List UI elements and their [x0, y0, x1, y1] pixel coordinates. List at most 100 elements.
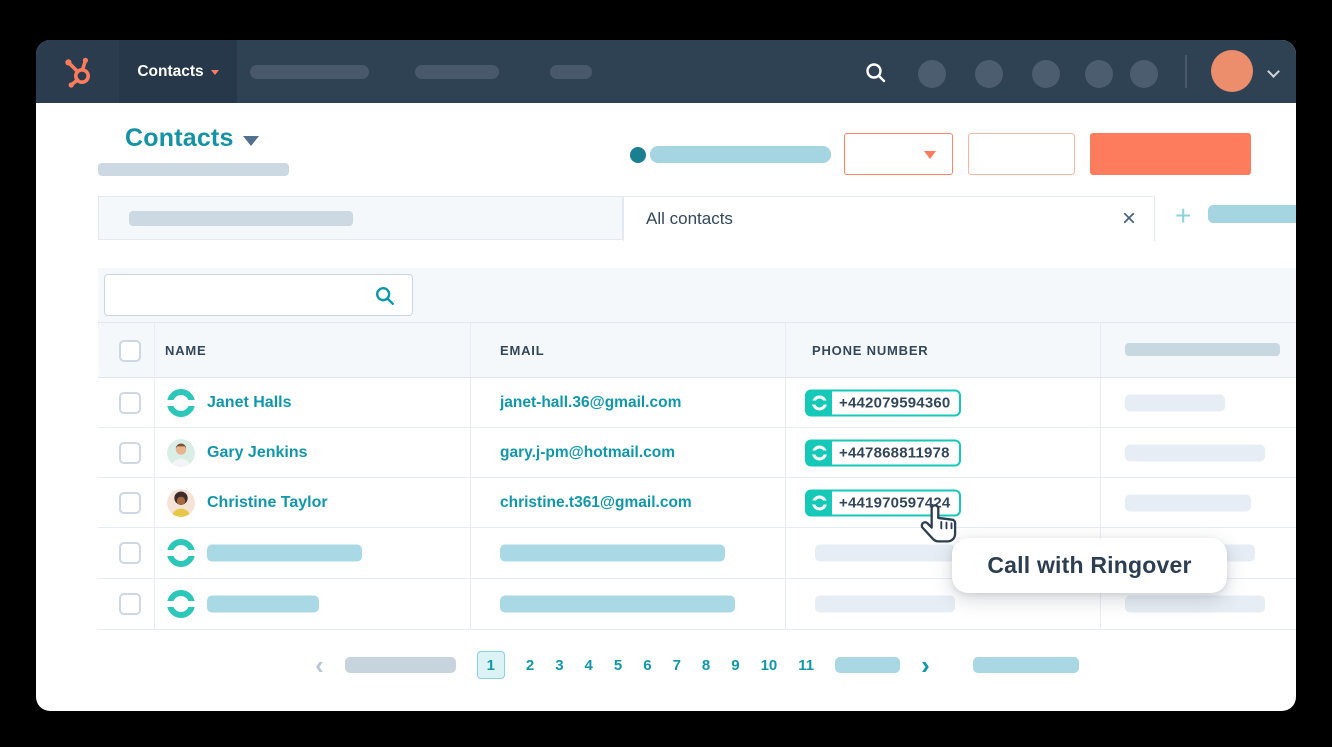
ringover-icon [807, 391, 832, 414]
pagination-placeholder [972, 657, 1079, 673]
table-row: Christine Taylor christine.t361@gmail.co… [98, 478, 1296, 528]
nav-item-placeholder[interactable] [550, 65, 592, 79]
ringover-contact-icon [167, 539, 195, 567]
call-tooltip-label: Call with Ringover [987, 552, 1192, 578]
nav-tool-icon[interactable] [975, 60, 1003, 88]
prev-page-icon[interactable]: ‹ [315, 650, 324, 680]
tab-placeholder-bar [129, 211, 353, 226]
account-chevron-down-icon[interactable] [1267, 65, 1280, 78]
search-icon [376, 287, 394, 305]
hubspot-logo-icon [65, 57, 90, 88]
chevron-down-icon [210, 70, 219, 75]
tab-label: All contacts [646, 209, 733, 228]
contact-email-link[interactable]: gary.j-pm@hotmail.com [500, 443, 676, 461]
row-checkbox[interactable] [119, 542, 141, 564]
select-all-checkbox[interactable] [119, 340, 141, 362]
next-label-placeholder [835, 657, 901, 673]
row-checkbox[interactable] [119, 491, 141, 514]
column-header-email[interactable]: EMAIL [500, 343, 545, 358]
contact-avatar [167, 488, 195, 517]
tab-placeholder[interactable] [98, 196, 623, 240]
search-icon[interactable] [864, 61, 888, 90]
nav-item-placeholder[interactable] [415, 65, 499, 79]
nav-tool-icon[interactable] [1130, 60, 1158, 88]
pagination: ‹ 1 2 3 4 5 6 7 8 9 10 11 › [98, 651, 1296, 679]
contact-avatar [167, 438, 195, 467]
phone-number: +447868811978 [839, 444, 950, 461]
prev-label-placeholder [344, 657, 456, 673]
user-avatar[interactable] [1211, 50, 1253, 92]
table-toolbar [98, 268, 1296, 322]
ringover-icon [807, 441, 832, 464]
cell-placeholder [1125, 394, 1225, 411]
row-checkbox[interactable] [119, 391, 141, 414]
secondary-button[interactable] [968, 133, 1075, 175]
ringover-call-chip[interactable]: +447868811978 [805, 439, 961, 466]
page-button[interactable]: 2 [525, 656, 535, 674]
top-nav: Contacts [36, 40, 1296, 103]
cell-placeholder [1125, 494, 1251, 511]
contact-email-link[interactable]: janet-hall.36@gmail.com [500, 393, 682, 411]
nav-item-placeholder[interactable] [250, 65, 369, 79]
page-button-active[interactable]: 1 [476, 651, 505, 679]
page-button[interactable]: 10 [760, 656, 778, 674]
cell-placeholder [500, 595, 735, 613]
cell-placeholder [500, 544, 725, 562]
row-checkbox[interactable] [119, 441, 141, 464]
status-dot [630, 147, 646, 163]
nav-tool-icon[interactable] [1085, 60, 1113, 88]
header-placeholder-bar [650, 146, 831, 163]
tab-all-contacts[interactable]: All contacts × [623, 196, 1155, 241]
ringover-contact-icon [167, 590, 195, 618]
add-view-icon[interactable]: + [1175, 200, 1192, 231]
close-icon[interactable]: × [1121, 205, 1136, 232]
page-button[interactable]: 8 [701, 656, 711, 674]
nav-tool-icon[interactable] [918, 60, 946, 88]
cell-placeholder [207, 595, 319, 613]
nav-item-contacts[interactable]: Contacts [119, 40, 237, 103]
column-header-name[interactable]: NAME [165, 343, 207, 358]
cell-placeholder [207, 544, 362, 562]
hubspot-logo-block[interactable] [36, 40, 119, 103]
search-input[interactable] [115, 277, 365, 313]
page-button[interactable]: 5 [613, 656, 623, 674]
create-contact-button[interactable] [1090, 133, 1251, 175]
ringover-contact-icon [167, 388, 195, 417]
contacts-table: NAME EMAIL PHONE NUMBER Janet Halls jane… [98, 268, 1296, 711]
add-view-placeholder-bar [1208, 205, 1296, 223]
page-button[interactable]: 9 [731, 656, 740, 674]
row-checkbox[interactable] [119, 593, 141, 615]
phone-number: +441970597424 [839, 494, 951, 511]
table-row: Janet Halls janet-hall.36@gmail.com +442… [98, 378, 1296, 428]
contact-email-link[interactable]: christine.t361@gmail.com [500, 493, 692, 511]
cell-placeholder [815, 595, 955, 613]
cell-placeholder [815, 544, 955, 562]
page-button[interactable]: 7 [672, 656, 681, 674]
nav-item-label: Contacts [137, 62, 204, 80]
page-title[interactable]: Contacts [125, 124, 234, 152]
cell-placeholder [1125, 444, 1265, 461]
table-header-row: NAME EMAIL PHONE NUMBER [98, 322, 1296, 378]
nav-tool-icon[interactable] [1032, 60, 1060, 88]
page-button[interactable]: 3 [555, 656, 564, 674]
page-button[interactable]: 6 [643, 656, 652, 674]
call-tooltip: Call with Ringover [952, 538, 1227, 593]
page-button[interactable]: 11 [798, 656, 815, 674]
record-count-placeholder [98, 163, 289, 176]
page-title-dropdown-icon[interactable] [243, 136, 259, 146]
contact-name-link[interactable]: Christine Taylor [207, 493, 328, 511]
table-row: Gary Jenkins gary.j-pm@hotmail.com +4478… [98, 428, 1296, 478]
table-search-box[interactable] [104, 274, 413, 316]
next-page-icon[interactable]: › [921, 650, 930, 680]
ringover-call-chip[interactable]: +442079594360 [805, 389, 962, 416]
phone-number: +442079594360 [839, 394, 951, 411]
page-button[interactable]: 4 [584, 656, 593, 674]
hand-cursor-icon [920, 503, 958, 554]
contact-name-link[interactable]: Gary Jenkins [207, 443, 308, 461]
column-header-placeholder [1125, 343, 1280, 356]
cell-placeholder [1125, 595, 1265, 613]
column-header-phone[interactable]: PHONE NUMBER [812, 343, 929, 358]
actions-dropdown-button[interactable] [844, 133, 953, 175]
contact-name-link[interactable]: Janet Halls [207, 393, 292, 411]
app-window: Contacts Contacts All contacts × + [36, 40, 1296, 711]
